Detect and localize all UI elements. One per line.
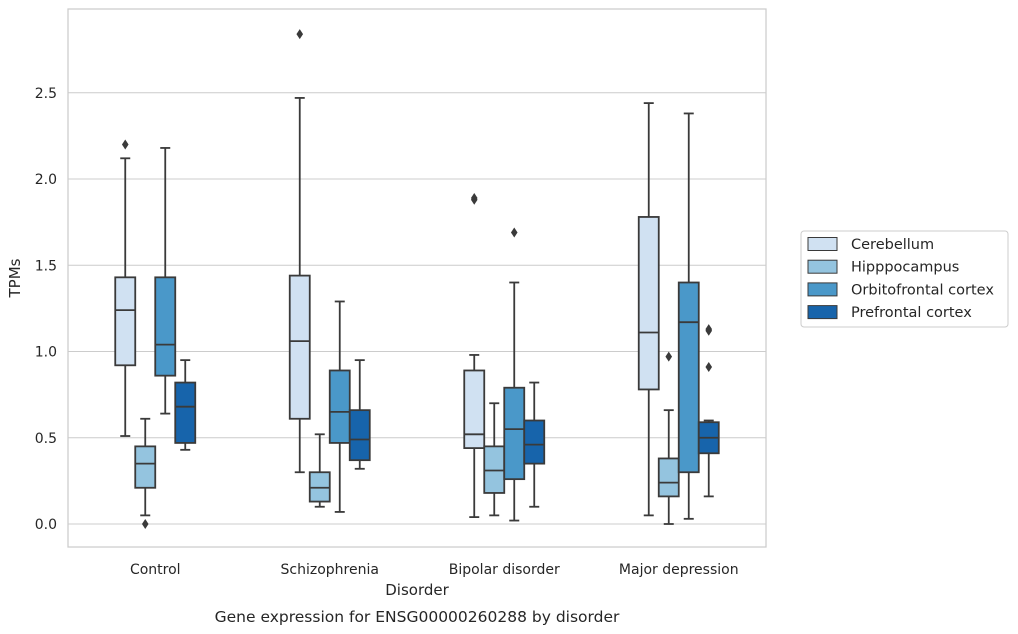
box-prefrontal-cortex	[523, 381, 546, 508]
box-hipppocampus	[483, 402, 506, 517]
box-hipppocampus	[657, 351, 680, 525]
box-body	[134, 445, 157, 489]
legend-swatch	[807, 282, 838, 297]
box-orbitofrontal-cortex	[328, 300, 351, 513]
x-axis-ticks: Control Schizophrenia Bipolar disorder Majo…	[130, 562, 739, 578]
legend-swatch	[807, 305, 838, 320]
box-cerebellum	[114, 139, 137, 437]
x-tick-label: Schizophrenia	[281, 562, 379, 578]
box-cerebellum	[288, 29, 311, 474]
legend-swatch	[807, 259, 838, 274]
legend-swatch	[807, 237, 838, 251]
y-tick-label: 0.5	[35, 431, 57, 447]
outlier-marker	[510, 227, 518, 238]
box-body	[637, 216, 660, 391]
chart-caption: Gene expression for ENSG00000260288 by d…	[215, 608, 620, 626]
y-tick-label: 1.0	[35, 345, 57, 361]
box-body	[328, 369, 351, 444]
y-tick-label: 1.5	[35, 258, 57, 274]
legend-label: Cerebellum	[851, 237, 934, 253]
outlier-marker	[141, 519, 149, 529]
plot-area	[114, 29, 720, 529]
y-tick-label: 2.5	[35, 86, 57, 102]
outlier-marker	[665, 351, 673, 362]
legend-label: Hipppocampus	[851, 260, 959, 276]
box-body	[463, 369, 486, 450]
box-orbitofrontal-cortex	[677, 112, 700, 520]
plot-frame	[67, 8, 767, 548]
y-tick-label: 2.0	[35, 172, 57, 188]
box-body	[503, 386, 526, 481]
legend: Cerebellum Hipppocampus Orbitofrontal cort…	[800, 230, 1009, 328]
box-body	[154, 276, 177, 377]
box-hipppocampus	[134, 417, 157, 529]
box-body	[657, 457, 680, 498]
y-tick-label: 0.0	[35, 517, 57, 533]
x-tick-label: Major depression	[619, 562, 739, 578]
box-cerebellum	[637, 102, 660, 517]
x-tick-label: Control	[130, 562, 181, 578]
outlier-marker	[705, 362, 713, 373]
box-body	[114, 276, 137, 367]
outlier-marker	[296, 29, 304, 40]
box-cerebellum	[463, 192, 486, 518]
box-body	[174, 381, 197, 444]
box-body	[288, 274, 311, 420]
box-body	[677, 281, 700, 474]
legend-label: Orbitofrontal cortex	[851, 282, 994, 298]
x-tick-label: Bipolar disorder	[449, 562, 560, 578]
y-axis-label: TPMs	[6, 258, 24, 298]
box-body	[523, 419, 546, 465]
box-orbitofrontal-cortex	[503, 227, 526, 522]
box-hipppocampus	[308, 433, 331, 508]
box-orbitofrontal-cortex	[154, 147, 177, 415]
box-body	[348, 409, 371, 462]
outlier-marker	[121, 139, 129, 150]
legend-frame	[800, 230, 1009, 328]
box-prefrontal-cortex	[348, 359, 371, 470]
outlier-marker	[705, 324, 713, 335]
outlier-marker	[470, 192, 478, 203]
y-axis-ticks: 0.0 0.5 1.0 1.5 2.0 2.5	[35, 86, 57, 533]
box-prefrontal-cortex	[174, 359, 197, 451]
legend-label: Prefrontal cortex	[851, 305, 972, 321]
x-axis-label: Disorder	[385, 581, 449, 599]
box-prefrontal-cortex	[697, 324, 720, 498]
